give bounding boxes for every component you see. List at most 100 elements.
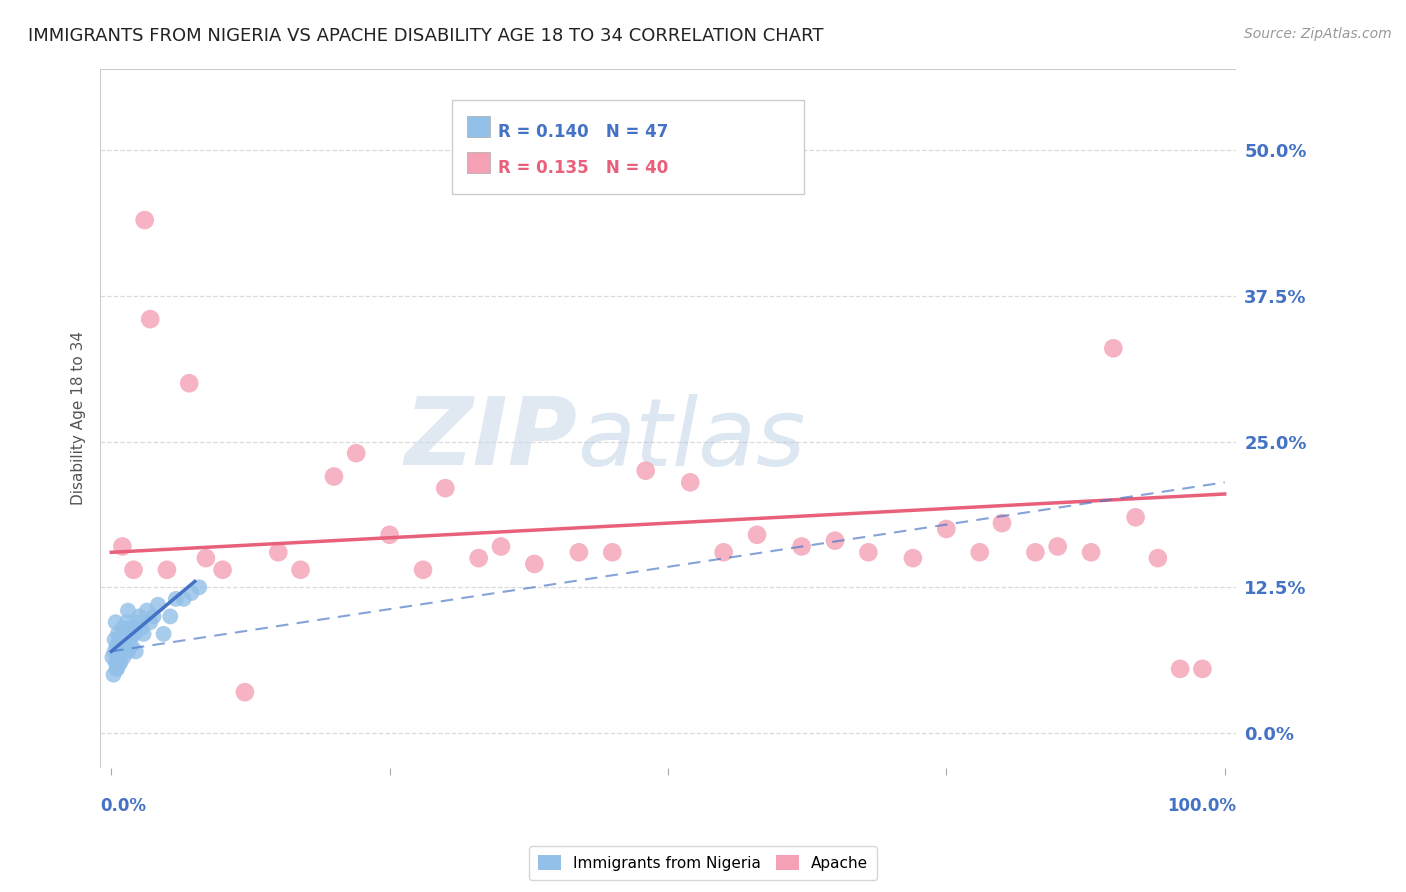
Point <box>112 627 135 641</box>
Y-axis label: Disability Age 18 to 34: Disability Age 18 to 34 <box>72 331 86 505</box>
Point <box>104 644 127 658</box>
Point <box>112 650 135 665</box>
Point <box>105 662 128 676</box>
Legend: Immigrants from Nigeria, Apache: Immigrants from Nigeria, Apache <box>529 846 877 880</box>
Text: 0.0%: 0.0% <box>100 797 146 815</box>
Point <box>489 540 512 554</box>
Point <box>111 540 134 554</box>
Point <box>108 644 131 658</box>
Point <box>412 563 434 577</box>
Point <box>290 563 312 577</box>
Point <box>1191 662 1213 676</box>
Point <box>901 551 924 566</box>
Point <box>858 545 880 559</box>
Point <box>117 603 139 617</box>
Point <box>1168 662 1191 676</box>
Point <box>1102 341 1125 355</box>
Point <box>159 609 181 624</box>
Point <box>117 644 139 658</box>
FancyBboxPatch shape <box>467 116 489 137</box>
Point <box>115 615 138 630</box>
Point <box>124 627 146 641</box>
Point <box>104 656 127 670</box>
Point <box>713 545 735 559</box>
Point <box>1024 545 1046 559</box>
Point <box>344 446 367 460</box>
Point <box>467 551 489 566</box>
Text: R = 0.135   N = 40: R = 0.135 N = 40 <box>498 160 668 178</box>
Point <box>105 639 128 653</box>
Text: ZIP: ZIP <box>405 393 576 485</box>
Point <box>114 632 136 647</box>
Point <box>135 603 157 617</box>
Point <box>323 469 346 483</box>
Point <box>108 656 131 670</box>
Point <box>790 540 813 554</box>
Point <box>120 639 142 653</box>
Point <box>267 545 290 559</box>
Point <box>118 632 141 647</box>
Point <box>103 667 125 681</box>
Point <box>935 522 957 536</box>
Point <box>134 213 156 227</box>
Point <box>120 621 142 635</box>
Text: IMMIGRANTS FROM NIGERIA VS APACHE DISABILITY AGE 18 TO 34 CORRELATION CHART: IMMIGRANTS FROM NIGERIA VS APACHE DISABI… <box>28 27 824 45</box>
Point <box>179 376 201 391</box>
Point <box>105 662 128 676</box>
Point <box>568 545 591 559</box>
Point <box>146 598 169 612</box>
Point <box>173 591 195 606</box>
Point <box>101 650 124 665</box>
Point <box>434 481 457 495</box>
Point <box>111 621 134 635</box>
Point <box>1046 540 1069 554</box>
Point <box>122 621 145 635</box>
Point <box>107 650 129 665</box>
Point <box>1125 510 1147 524</box>
Point <box>188 580 211 594</box>
Point <box>128 609 150 624</box>
FancyBboxPatch shape <box>467 153 489 173</box>
Point <box>211 563 233 577</box>
Point <box>1147 551 1170 566</box>
Point <box>121 627 143 641</box>
Point <box>108 656 131 670</box>
FancyBboxPatch shape <box>453 100 804 194</box>
Point <box>125 644 148 658</box>
Point <box>152 627 174 641</box>
Point <box>111 644 134 658</box>
Point <box>233 685 256 699</box>
Point <box>679 475 702 490</box>
Point <box>969 545 991 559</box>
Point <box>132 627 155 641</box>
Point <box>824 533 846 548</box>
Point <box>110 639 132 653</box>
Text: Source: ZipAtlas.com: Source: ZipAtlas.com <box>1244 27 1392 41</box>
Point <box>523 557 546 571</box>
Point <box>111 644 134 658</box>
Point <box>131 621 153 635</box>
Point <box>139 312 162 326</box>
Point <box>1080 545 1102 559</box>
Point <box>378 528 401 542</box>
Point <box>194 551 217 566</box>
Point <box>122 563 145 577</box>
Point <box>180 586 202 600</box>
Point <box>745 528 768 542</box>
Point <box>600 545 623 559</box>
Point <box>104 632 127 647</box>
Point <box>142 609 165 624</box>
Point <box>634 464 657 478</box>
Point <box>108 632 131 647</box>
Text: R = 0.140   N = 47: R = 0.140 N = 47 <box>498 123 668 141</box>
Point <box>107 627 129 641</box>
Point <box>114 639 136 653</box>
Point <box>991 516 1014 530</box>
Point <box>104 615 127 630</box>
Point <box>139 615 162 630</box>
Text: 100.0%: 100.0% <box>1167 797 1236 815</box>
Point <box>125 615 148 630</box>
Point <box>156 563 179 577</box>
Point <box>165 591 187 606</box>
Text: atlas: atlas <box>576 393 806 484</box>
